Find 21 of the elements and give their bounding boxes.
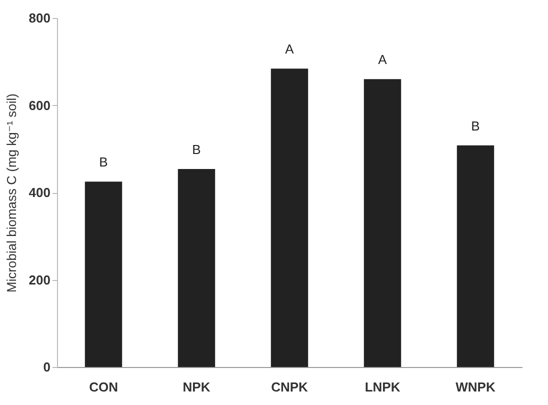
x-tick-label: WNPK [456, 380, 496, 394]
annotation: B [192, 142, 201, 157]
y-tick-label: 400 [28, 185, 50, 200]
bar [270, 68, 308, 367]
annotation: B [471, 118, 480, 134]
bar [178, 168, 216, 367]
y-tick-label: 800 [28, 10, 50, 26]
annotation: B [99, 154, 108, 170]
y-axis-title: Microbial biomass C (mg kg⁻¹ soil) [4, 93, 19, 293]
y-tick-label: 200 [28, 272, 50, 288]
annotation: A [285, 42, 294, 57]
x-tick-label: CON [89, 380, 118, 394]
annotation: A [378, 52, 388, 68]
bar [364, 79, 402, 367]
bar [84, 182, 122, 367]
x-tick-label: LNPK [364, 380, 401, 394]
x-tick-label: CNPK [271, 380, 309, 394]
y-tick-label: 0 [43, 360, 50, 374]
y-tick-label: 600 [28, 98, 50, 113]
bar [456, 145, 494, 367]
x-tick-label: NPK [182, 380, 211, 394]
